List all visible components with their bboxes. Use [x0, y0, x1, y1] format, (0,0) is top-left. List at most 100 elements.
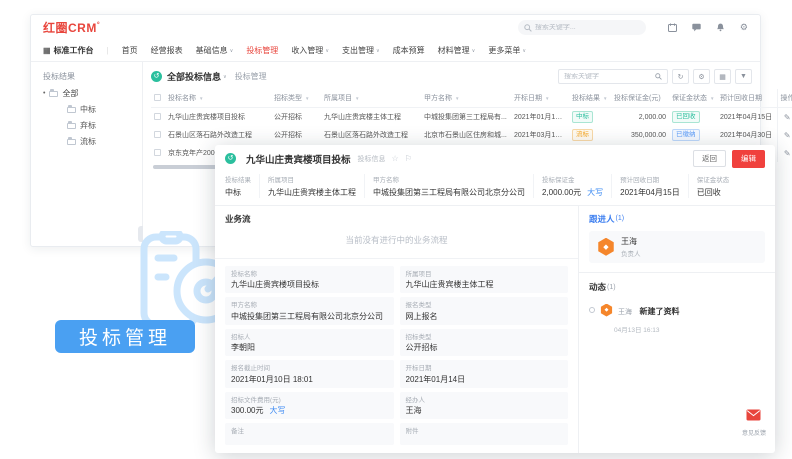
filter-icon[interactable]: ▼	[305, 96, 310, 101]
filter-button[interactable]: ▼	[735, 69, 752, 84]
party-link[interactable]: 中城投集团第三工程局有限公司北京分公司	[231, 311, 383, 321]
cell-open-date: 2021年01月14日	[514, 114, 567, 121]
nav-item-home[interactable]: 首页	[121, 46, 138, 55]
avatar: ◆	[598, 237, 614, 256]
nav-item-more[interactable]: 更多菜单 ∨	[488, 46, 526, 55]
edit-button[interactable]: 编辑	[732, 149, 765, 168]
col-deposit-status[interactable]: 保证金状态 ▼	[669, 89, 717, 108]
nav-item-income[interactable]: 收入管理 ∨	[291, 46, 329, 55]
edit-icon[interactable]: ✎	[783, 130, 791, 140]
summary-project: 所属项目 九华山庄贵宾楼主体工程	[260, 174, 365, 198]
tree-node-won[interactable]: 中标	[67, 104, 142, 115]
followers-title[interactable]: 跟进人	[589, 213, 615, 224]
row-checkbox[interactable]	[154, 148, 161, 156]
field-project: 所属项目 九华山庄贵宾楼主体工程	[399, 265, 568, 293]
col-bid-name[interactable]: 投标名称 ▼	[165, 89, 271, 108]
tree-node-all[interactable]: • 全部	[43, 88, 142, 99]
cell-bid-name[interactable]: 九华山庄贵宾楼项目投标	[168, 114, 245, 121]
detail-header: ↺ 九华山庄贵宾楼项目投标 投标信息 ☆ ⚐ 返回 编辑	[215, 145, 775, 172]
chevron-down-icon: ∨	[375, 47, 380, 54]
uppercase-amount-link[interactable]: 大写	[269, 406, 286, 415]
detail-main: 业务流 当前没有进行中的业务流程 投标名称 九华山庄贵宾楼项目投标 所属项目 九…	[215, 205, 579, 453]
cell-tender-type: 公开招标	[274, 132, 302, 139]
feedback-button[interactable]: 意见反馈	[742, 408, 766, 437]
follower-card[interactable]: ◆ 王海 负责人	[589, 230, 765, 263]
chevron-down-icon[interactable]: ∨	[223, 73, 227, 80]
list-back-icon[interactable]: ↺	[151, 71, 162, 82]
field-signup-type: 报名类型 网上报名	[399, 297, 568, 325]
list-settings-button[interactable]: ⚙	[693, 69, 710, 84]
tree-node-failed[interactable]: 流标	[67, 136, 142, 147]
uppercase-amount-link[interactable]: 大写	[587, 187, 604, 197]
detail-back-icon[interactable]: ↺	[225, 153, 236, 164]
cell-deposit: 350,000.00	[630, 131, 666, 139]
cell-project[interactable]: 九华山庄贵宾楼主体工程	[324, 114, 401, 121]
table-row[interactable]: 九华山庄贵宾楼项目投标 公开招标 九华山庄贵宾楼主体工程 中城投集团第三工程局有…	[151, 107, 792, 126]
col-party[interactable]: 甲方名称 ▼	[421, 89, 511, 108]
select-all-checkbox[interactable]	[154, 93, 161, 101]
filter-icon[interactable]: ▼	[199, 96, 204, 101]
row-checkbox[interactable]	[154, 130, 161, 138]
list-subtitle: 投标管理	[234, 72, 267, 81]
followers-count: (1)	[615, 215, 625, 222]
nav-item-budget[interactable]: 成本预算	[392, 46, 425, 55]
col-deposit[interactable]: 投标保证金(元)	[611, 89, 669, 108]
detail-subtitle: 投标信息	[357, 155, 386, 163]
feature-badge: 投标管理	[55, 320, 195, 353]
calendar-icon[interactable]	[667, 23, 677, 32]
field-tenderer: 招标人 李朝阳	[225, 328, 394, 356]
tree-node-won-label: 中标	[80, 105, 96, 114]
filter-icon[interactable]: ▼	[355, 96, 360, 101]
sidebar-collapse-handle[interactable]	[138, 226, 143, 242]
global-search-input[interactable]	[534, 24, 640, 31]
back-button[interactable]: 返回	[693, 150, 726, 167]
filter-icon[interactable]: ▼	[545, 96, 550, 101]
nav-item-basic-info[interactable]: 基础信息 ∨	[195, 46, 234, 55]
settings-icon[interactable]: ⚙	[739, 22, 748, 32]
project-link[interactable]: 九华山庄贵宾楼主体工程	[405, 280, 494, 289]
cell-party[interactable]: 北京市石景山区住房和城...	[424, 132, 507, 139]
nav-item-bid-management[interactable]: 投标管理	[246, 46, 279, 55]
columns-button[interactable]: ▦	[714, 69, 731, 84]
edit-icon[interactable]: ✎	[783, 148, 791, 158]
cell-project[interactable]: 石景山区落石路外改造工程	[324, 132, 408, 139]
col-result[interactable]: 投标结果 ▼	[569, 89, 611, 108]
workflow-empty-text: 当前没有进行中的业务流程	[345, 234, 448, 245]
col-tender-type[interactable]: 招标类型 ▼	[271, 89, 321, 108]
message-icon[interactable]	[692, 23, 701, 32]
edit-icon[interactable]: ✎	[783, 112, 791, 122]
party-link[interactable]: 中城投集团第三工程局有限公司北京分公司	[373, 187, 525, 197]
list-search[interactable]	[558, 69, 668, 84]
list-search-input[interactable]	[564, 73, 655, 80]
nav-workbench[interactable]: ▦ 标准工作台	[43, 45, 94, 56]
col-recovery-date[interactable]: 预计回收日期	[717, 89, 777, 108]
nav-item-reports[interactable]: 经营报表	[150, 46, 183, 55]
tree-node-abandoned[interactable]: 弃标	[67, 120, 142, 131]
nav-item-materials[interactable]: 材料管理 ∨	[437, 46, 476, 55]
filter-icon[interactable]: ▼	[455, 96, 460, 101]
nav-item-expense[interactable]: 支出管理 ∨	[341, 46, 380, 55]
filter-icon[interactable]: ▼	[603, 96, 608, 101]
detail-title: 九华山庄贵宾楼项目投标	[246, 154, 351, 166]
activity-time: 04月13日 16:13	[614, 327, 660, 334]
global-search[interactable]	[517, 20, 646, 35]
share-icon[interactable]: ⚐	[404, 154, 412, 163]
table-row[interactable]: 石景山区落石路外改造工程 公开招标 石景山区落石路外改造工程 北京市石景山区住房…	[151, 126, 792, 144]
handler-link[interactable]: 王海	[405, 406, 422, 415]
filter-icon[interactable]: ▼	[710, 96, 715, 101]
cell-party[interactable]: 中城投集团第三工程局有...	[424, 114, 507, 121]
bid-detail-panel: ↺ 九华山庄贵宾楼项目投标 投标信息 ☆ ⚐ 返回 编辑 投标结果 中标 所属项…	[215, 145, 775, 453]
star-icon[interactable]: ☆	[391, 154, 399, 163]
row-checkbox[interactable]	[154, 112, 161, 120]
bell-icon[interactable]	[716, 23, 725, 32]
folder-icon	[67, 136, 76, 145]
activity-item[interactable]: ◆ 王海 新建了资料	[589, 301, 765, 319]
col-project[interactable]: 所属项目 ▼	[321, 89, 421, 108]
result-badge: 流标	[572, 129, 593, 141]
detail-summary: 投标结果 中标 所属项目 九华山庄贵宾楼主体工程 甲方名称 中城投集团第三工程局…	[215, 172, 775, 206]
cell-bid-name[interactable]: 石景山区落石路外改造工程	[168, 132, 252, 139]
col-open-date[interactable]: 开标日期 ▼	[511, 89, 569, 108]
project-link[interactable]: 九华山庄贵宾楼主体工程	[268, 187, 356, 197]
list-title[interactable]: 全部投标信息	[167, 72, 222, 82]
refresh-button[interactable]: ↻	[672, 69, 689, 84]
